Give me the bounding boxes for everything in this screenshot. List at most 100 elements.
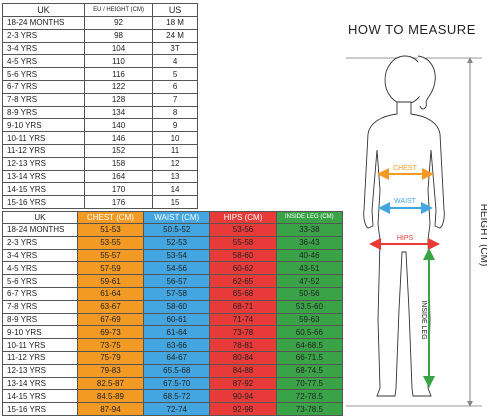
- measure-table-cell: 15-16 YRS: [2, 402, 78, 416]
- size-table-cell: 8: [152, 105, 198, 120]
- measure-table-cell: 90-94: [209, 389, 277, 404]
- size-table-cell: 176: [83, 195, 154, 209]
- measure-table-cell: 36-43: [275, 235, 344, 250]
- measure-table-cell: 2-3 YRS: [2, 235, 78, 250]
- measure-table-cell: 14-15 YRS: [2, 389, 78, 404]
- size-table-cell: 6-7 YRS: [2, 79, 85, 94]
- measure-table-cell: 63-66: [143, 338, 211, 352]
- measure-table-row: 7-8 YRS 63-67 58-60 68-71 53.5-60: [2, 299, 344, 314]
- measure-table-cell: 50-56: [275, 286, 344, 301]
- measure-table-cell: 5-6 YRS: [2, 274, 78, 288]
- size-table-row: 7-8 YRS 128 7: [2, 92, 198, 107]
- size-table-cell: 14: [152, 182, 198, 197]
- measure-table-cell: 67-69: [76, 312, 145, 327]
- size-table-cell: 5: [152, 67, 198, 81]
- size-table-cell: 4: [152, 54, 198, 69]
- how-to-measure-title: HOW TO MEASURE: [348, 22, 476, 37]
- measure-table-cell: 54-56: [143, 261, 211, 276]
- measure-header-chest: CHEST (CM): [76, 211, 145, 224]
- height-label: HEIGHT (CM): [478, 204, 487, 267]
- measure-table-cell: 13-14 YRS: [2, 376, 78, 391]
- measure-header-uk: UK: [2, 211, 78, 224]
- size-table-cell: 92: [83, 16, 154, 30]
- measure-table-cell: 50.5-52: [143, 223, 211, 237]
- measure-table-cell: 55-58: [209, 235, 277, 250]
- measure-table-cell: 84.5-89: [76, 389, 145, 404]
- size-table-cell: 158: [83, 156, 154, 171]
- measure-table-cell: 65-68: [209, 286, 277, 301]
- size-table-cell: 104: [83, 41, 154, 56]
- size-table-cell: 13-14 YRS: [2, 169, 85, 184]
- measure-table-cell: 56-57: [143, 274, 211, 288]
- measure-table-row: 4-5 YRS 57-59 54-56 60-62 43-51: [2, 261, 344, 276]
- measure-table-cell: 78-81: [209, 338, 277, 352]
- measure-table-cell: 66-71.5: [275, 350, 344, 365]
- measure-table-cell: 70-77.5: [275, 376, 344, 391]
- size-table-cell: 8-9 YRS: [2, 105, 85, 120]
- measure-table-row: 13-14 YRS 82.5-87 67.5-70 87-92 70-77.5: [2, 376, 344, 391]
- size-table-cell: 170: [83, 182, 154, 197]
- size-table-cell: 134: [83, 105, 154, 120]
- size-table-row: 14-15 YRS 170 14: [2, 182, 198, 197]
- measure-header-inside-leg: INSIDE LEG (CM): [275, 211, 344, 224]
- measurements-table: UK CHEST (CM) WAIST (CM) HIPS (CM) INSID…: [2, 211, 344, 416]
- measure-table-cell: 63-67: [76, 299, 145, 314]
- measure-table-cell: 59-61: [76, 274, 145, 288]
- size-table-cell: 12: [152, 156, 198, 171]
- measure-table-cell: 7-8 YRS: [2, 299, 78, 314]
- size-table-cell: 116: [83, 67, 154, 81]
- size-table-cell: 9-10 YRS: [2, 118, 85, 133]
- size-table-row: 15-16 YRS 176 15: [2, 195, 198, 209]
- measure-table-row: 6-7 YRS 61-64 57-58 65-68 50-56: [2, 286, 344, 301]
- measure-table-cell: 73-75: [76, 338, 145, 352]
- measure-table-cell: 9-10 YRS: [2, 325, 78, 340]
- measure-table-cell: 62-65: [209, 274, 277, 288]
- measure-table-cell: 87-94: [76, 402, 145, 416]
- chest-label: CHEST: [393, 165, 417, 172]
- measure-header-waist: WAIST (CM): [143, 211, 211, 224]
- size-table-row: 2-3 YRS 98 24 M: [2, 28, 198, 43]
- measure-table-cell: 4-5 YRS: [2, 261, 78, 276]
- measure-table-row: 15-16 YRS 87-94 72-74 92-98 73-78.5: [2, 402, 344, 416]
- size-table-cell: 140: [83, 118, 154, 133]
- measure-table-row: 11-12 YRS 75-79 64-67 80-84 66-71.5: [2, 350, 344, 365]
- measure-table-cell: 11-12 YRS: [2, 350, 78, 365]
- size-table-cell: 128: [83, 92, 154, 107]
- size-table-cell: 152: [83, 143, 154, 158]
- measure-table-cell: 51-53: [76, 223, 145, 237]
- measure-table-cell: 68-71: [209, 299, 277, 314]
- size-table-body: 18-24 MONTHS 92 18 M 2-3 YRS 98 24 M 3-4 YRS 10…: [2, 16, 198, 209]
- measure-table-cell: 12-13 YRS: [2, 363, 78, 378]
- measure-table-row: 10-11 YRS 73-75 63-66 78-81 64-68.5: [2, 338, 344, 352]
- size-table-cell: 164: [83, 169, 154, 184]
- size-table-row: 6-7 YRS 122 6: [2, 79, 198, 94]
- measure-table-cell: 59-63: [275, 312, 344, 327]
- measure-table-cell: 73-78: [209, 325, 277, 340]
- size-table-row: 10-11 YRS 146 10: [2, 131, 198, 145]
- measure-table-cell: 61-64: [76, 286, 145, 301]
- measure-table-cell: 58-60: [143, 299, 211, 314]
- measure-table-cell: 60-62: [209, 261, 277, 276]
- child-silhouette: [363, 55, 445, 397]
- measure-table-cell: 72-74: [143, 402, 211, 416]
- size-table-cell: 12-13 YRS: [2, 156, 85, 171]
- size-table-cell: 18 M: [152, 16, 198, 30]
- measure-table-cell: 6-7 YRS: [2, 286, 78, 301]
- measure-table-cell: 87-92: [209, 376, 277, 391]
- measure-table-cell: 55-57: [76, 248, 145, 263]
- measure-table-cell: 40-46: [275, 248, 344, 263]
- hips-label: HIPS: [397, 235, 414, 242]
- size-table-cell: 110: [83, 54, 154, 69]
- size-table-cell: 5-6 YRS: [2, 67, 85, 81]
- size-table-cell: 7: [152, 92, 198, 107]
- measure-table-cell: 61-64: [143, 325, 211, 340]
- size-table-row: 9-10 YRS 140 9: [2, 118, 198, 133]
- measure-table-cell: 60-61: [143, 312, 211, 327]
- measure-table-cell: 53.5-60: [275, 299, 344, 314]
- measure-table-cell: 53-55: [76, 235, 145, 250]
- measure-table-cell: 53-56: [209, 223, 277, 237]
- measure-table-cell: 73-78.5: [275, 402, 344, 416]
- measure-table-row: 2-3 YRS 53-55 52-53 55-58 36-43: [2, 235, 344, 250]
- measure-table-row: 12-13 YRS 79-83 65.5-68 84-88 68-74.5: [2, 363, 344, 378]
- measure-table-row: 3-4 YRS 55-57 53-54 58-60 40-46: [2, 248, 344, 263]
